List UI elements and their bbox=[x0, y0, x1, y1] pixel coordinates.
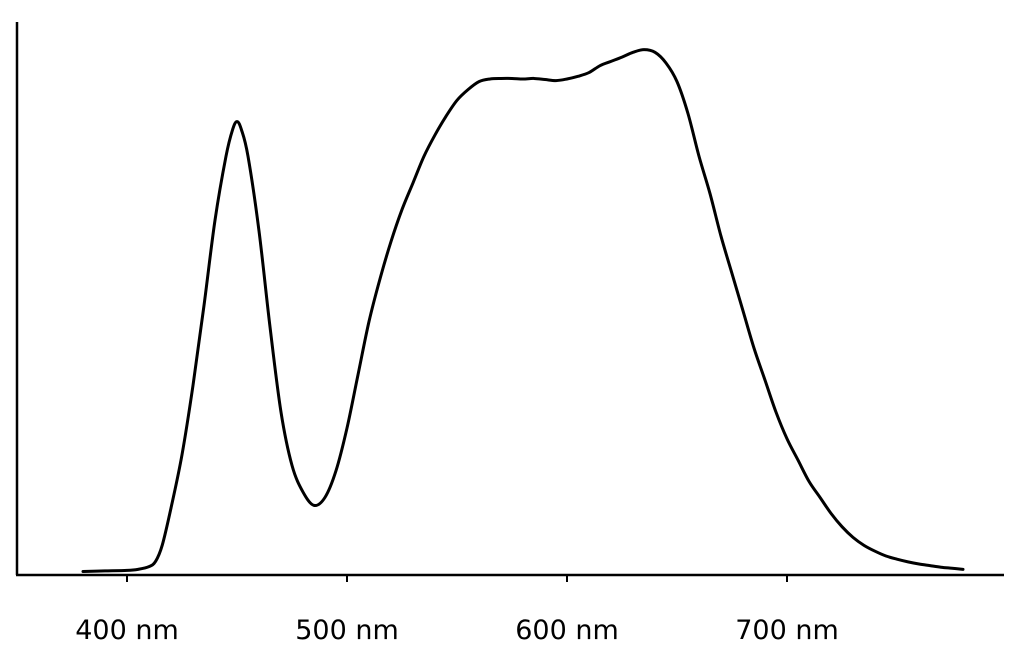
spectrum-line bbox=[81, 48, 965, 573]
series bbox=[81, 48, 965, 573]
x-tick-label: 400 nm bbox=[75, 615, 179, 646]
x-tick-label: 700 nm bbox=[735, 615, 839, 646]
x-tick-label: 600 nm bbox=[515, 615, 619, 646]
axes bbox=[15, 22, 1004, 577]
x-axis-ticks: 400 nm 500 nm 600 nm 700 nm bbox=[75, 575, 839, 646]
x-tick-label: 500 nm bbox=[295, 615, 399, 646]
